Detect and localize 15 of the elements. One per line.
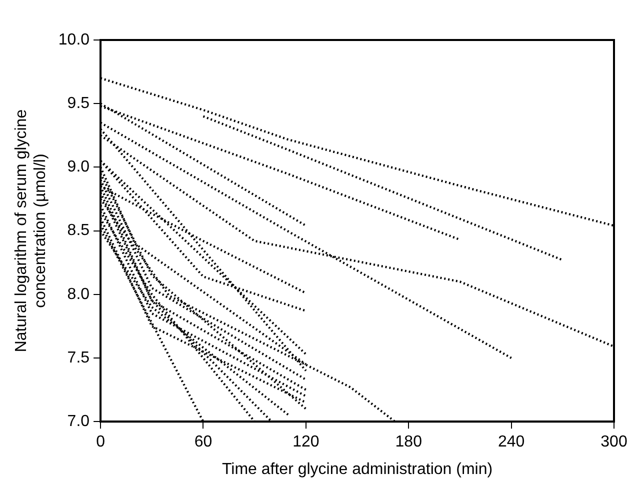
x-tick-label: 60 [194,434,212,451]
y-tick-label: 8.0 [67,286,90,303]
y-tick-label: 9.0 [67,158,90,176]
y-tick-label: 7.0 [67,413,90,430]
x-tick-label: 240 [498,434,525,451]
x-tick-label: 300 [600,434,628,451]
y-tick-label: 7.5 [67,349,90,366]
y-tick-label: 10.0 [58,31,90,48]
x-axis-title: Time after glycine administration (min) [222,460,493,478]
x-tick-label: 120 [292,434,320,451]
y-axis-title: Natural logarithm of serum glycine concentration (µmol/l) [13,109,50,352]
x-tick-label: 180 [395,434,422,451]
x-tick-label: 0 [96,434,106,451]
y-tick-label: 8.5 [67,222,90,240]
y-tick-label: 9.5 [67,95,90,112]
